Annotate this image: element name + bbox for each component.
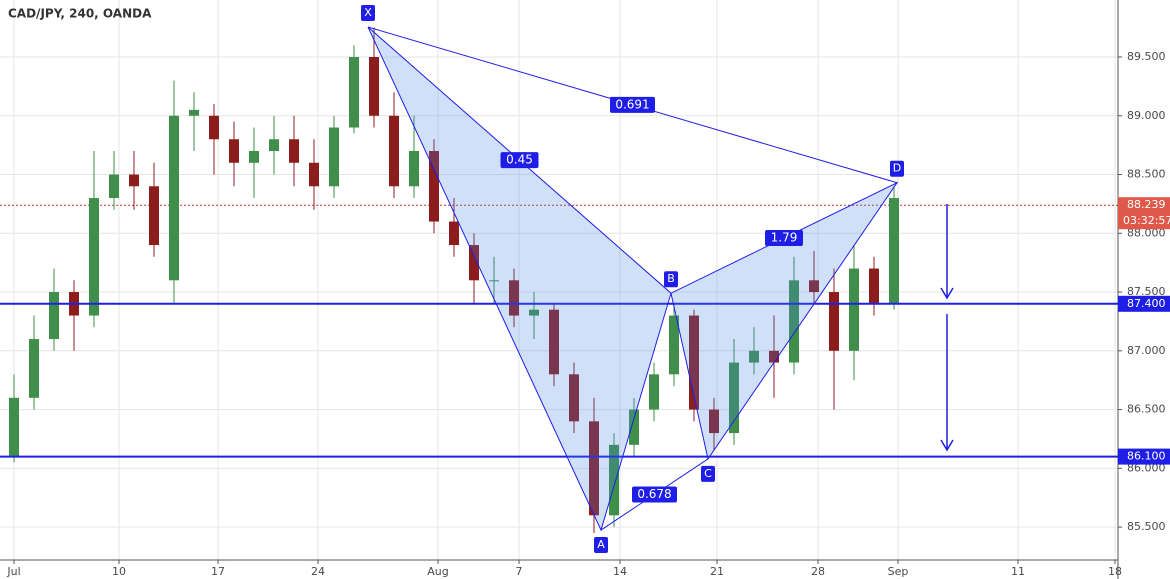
ratio-label: 0.45 [506, 153, 533, 167]
plot [9, 27, 899, 533]
candle-body [849, 268, 859, 351]
grid [0, 0, 1118, 560]
candle-body [209, 115, 219, 140]
last-price-tag [1118, 197, 1170, 230]
candle-body [109, 174, 119, 199]
candle-body [249, 151, 259, 163]
point-label: A [597, 538, 605, 551]
candle-body [229, 139, 239, 163]
level-label: 87.400 [1127, 297, 1166, 310]
last-price-label: 88.239 [1127, 198, 1166, 211]
candle-body [149, 186, 159, 246]
candle-body [449, 221, 459, 246]
candle-body [509, 280, 519, 316]
candle-body [869, 268, 879, 304]
x-tick-label: Aug [427, 565, 448, 578]
candle-body [549, 309, 559, 375]
candle-body [569, 374, 579, 422]
level-tag [1118, 448, 1170, 465]
candle-body [189, 109, 199, 116]
candle-body [429, 151, 439, 222]
candle-body [789, 280, 799, 363]
y-tick-label: 87.000 [1127, 344, 1166, 357]
candle-body [649, 374, 659, 410]
ratio-box [610, 96, 655, 113]
candle-body [469, 245, 479, 281]
candle-body [809, 280, 819, 293]
x-tick-label: Sep [888, 565, 909, 578]
candle-body [289, 139, 299, 163]
chart-title: CAD/JPY, 240, OANDA [8, 7, 152, 21]
candle-body [749, 350, 759, 363]
candle-body [689, 315, 699, 410]
candle-body [629, 409, 639, 445]
candle-body [29, 339, 39, 398]
x-tick-label: Jul [6, 565, 20, 578]
candle-body [309, 162, 319, 187]
y-tick-label: 89.000 [1127, 109, 1166, 122]
candle-body [369, 56, 379, 116]
candle-body [9, 397, 19, 457]
candle-body [889, 198, 899, 304]
x-tick-label: 21 [710, 565, 724, 578]
candle-body [349, 56, 359, 128]
candle-body [169, 115, 179, 281]
candle-body [729, 362, 739, 434]
countdown: 03:32:57 [1123, 214, 1170, 227]
point-box [890, 160, 904, 177]
candle-body [609, 444, 619, 516]
ratio-label: 0.691 [615, 97, 649, 111]
candle-body [49, 292, 59, 340]
x-tick-label: 24 [311, 565, 325, 578]
x-tick-label: 10 [112, 565, 126, 578]
level-label: 86.100 [1127, 450, 1166, 463]
candle-body [669, 315, 679, 375]
candle-body [829, 292, 839, 351]
level-tag [1118, 295, 1170, 312]
candle-body [269, 139, 279, 152]
candle-body [709, 409, 719, 434]
candle-body [389, 115, 399, 187]
point-box [701, 465, 715, 482]
candle-body [489, 280, 499, 282]
x-tick-label: 7 [516, 565, 523, 578]
point-label: D [893, 162, 901, 175]
point-label: B [667, 272, 675, 285]
candle-body [529, 309, 539, 316]
candle-body [589, 421, 599, 516]
y-tick-label: 87.500 [1127, 285, 1166, 298]
point-box [361, 5, 375, 22]
point-box [664, 271, 678, 288]
x-tick-label: 11 [1011, 565, 1025, 578]
y-tick-label: 85.500 [1127, 520, 1166, 533]
y-tick-label: 88.000 [1127, 226, 1166, 239]
candle-body [129, 174, 139, 187]
x-tick-label: 28 [811, 565, 825, 578]
x-tick-label: 14 [613, 565, 627, 578]
candle-body [769, 350, 779, 363]
point-box [594, 537, 608, 554]
projection-arrows [940, 204, 954, 452]
ratio-box [632, 486, 677, 503]
point-label: C [704, 467, 712, 480]
candle-body [329, 127, 339, 187]
y-tick-label: 86.500 [1127, 403, 1166, 416]
y-tick-label: 89.500 [1127, 50, 1166, 63]
ratio-label: 0.678 [637, 487, 671, 501]
candle-body [409, 151, 419, 187]
y-tick-label: 86.000 [1127, 461, 1166, 474]
x-tick-label: 18 [1108, 565, 1122, 578]
y-tick-label: 88.500 [1127, 168, 1166, 181]
x-tick-label: 17 [211, 565, 225, 578]
ratio-box [500, 152, 539, 169]
ratio-box [765, 229, 803, 246]
ratio-label: 1.79 [771, 230, 798, 244]
candle-body [89, 198, 99, 316]
point-label: X [364, 6, 372, 19]
